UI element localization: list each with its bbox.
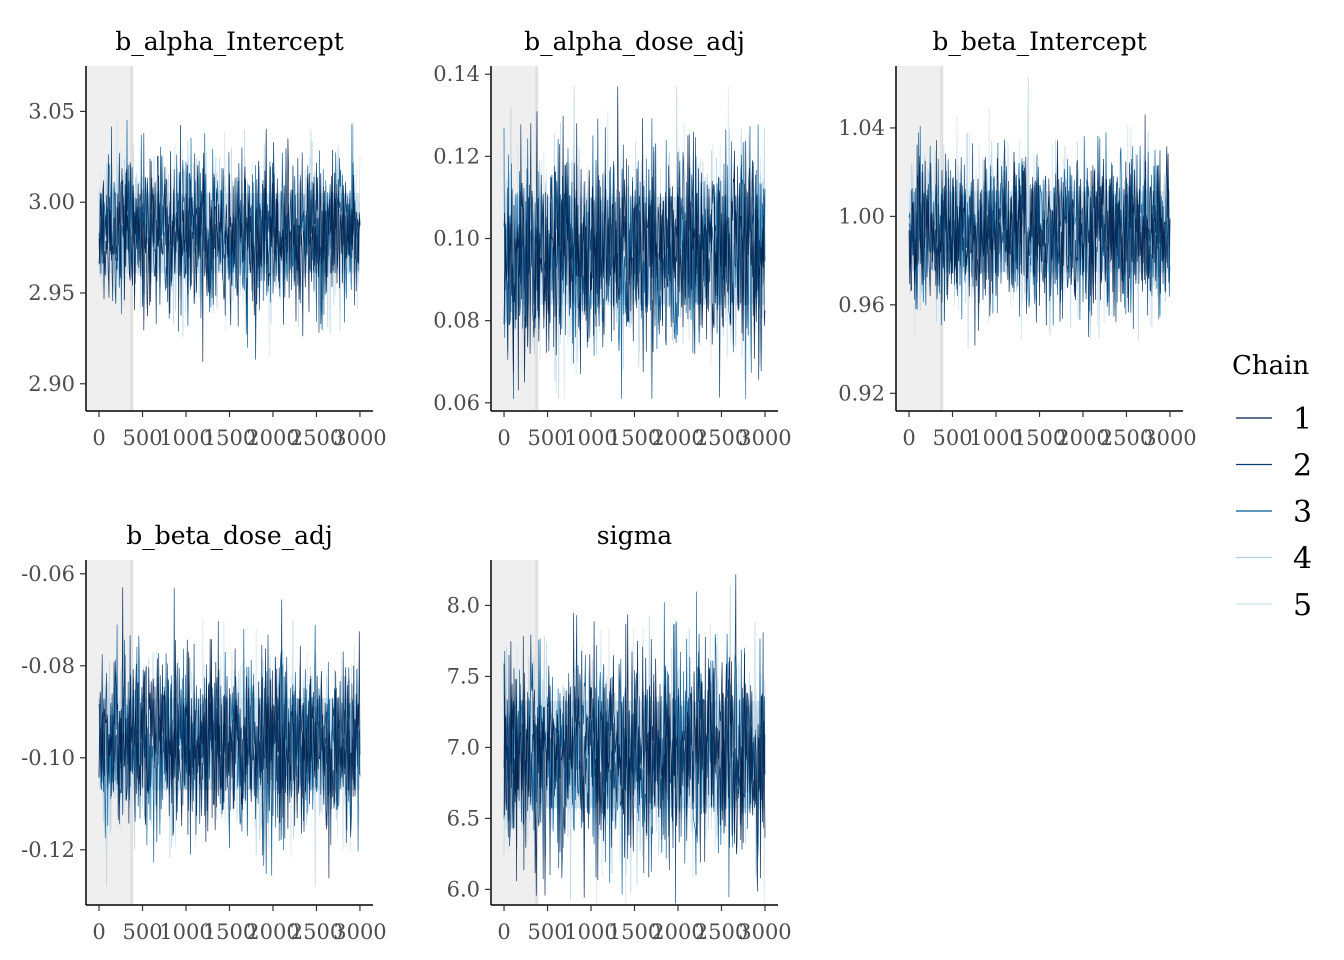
x-tick-label: 1000 — [159, 426, 212, 450]
legend-title: Chain — [1232, 351, 1309, 381]
chain-1-trace — [503, 86, 766, 391]
legend-label: 5 — [1293, 588, 1312, 623]
x-tick-label: 1500 — [203, 920, 256, 944]
panel-title: b_alpha_Intercept — [115, 27, 344, 56]
x-tick-label: 0 — [92, 426, 105, 450]
x-tick-label: 3000 — [333, 426, 386, 450]
legend-label: 2 — [1293, 449, 1312, 484]
x-tick-label: 3000 — [1143, 426, 1196, 450]
y-tick-label: 7.5 — [447, 664, 480, 688]
x-tick-label: 1000 — [969, 426, 1022, 450]
y-tick-label: 0.10 — [433, 227, 480, 251]
x-tick-label: 2500 — [695, 920, 748, 944]
x-tick-label: 3000 — [738, 920, 791, 944]
chain-3-trace — [98, 119, 361, 348]
panel-title: b_alpha_dose_adj — [524, 27, 745, 56]
panels-layer: 2.902.953.003.050 50010001500200025003000… — [21, 27, 1197, 944]
x-tick-label: 1500 — [608, 920, 661, 944]
y-tick-label: 0.92 — [838, 381, 885, 405]
legend-entry-3: 3 — [1236, 495, 1312, 530]
chain-1-trace — [503, 614, 766, 898]
x-tick-label: 1500 — [1013, 426, 1066, 450]
y-tick-label: 3.05 — [28, 99, 75, 123]
legend-label: 1 — [1293, 402, 1312, 437]
x-tick-label: 2000 — [1056, 426, 1109, 450]
x-tick-label: 0 — [497, 920, 510, 944]
x-tick-label: 3000 — [333, 920, 386, 944]
chain-2-trace — [98, 126, 361, 360]
legend-label: 4 — [1293, 542, 1312, 577]
x-tick-label: 500 — [122, 920, 162, 944]
chain-1-trace — [908, 114, 1171, 346]
y-tick-label: -0.08 — [21, 654, 75, 678]
panel-title: sigma — [597, 521, 673, 550]
y-tick-label: 3.00 — [28, 190, 75, 214]
x-tick-label: 2500 — [290, 920, 343, 944]
legend-entry-4: 4 — [1236, 542, 1312, 577]
legend-label: 3 — [1293, 495, 1312, 530]
y-tick-label: 1.00 — [838, 204, 885, 228]
trace-panel-b_beta_Intercept: 0.92 0.96 1.00 1.04 0 50010001500200025003000… — [838, 27, 1196, 450]
x-tick-label: 500 — [527, 920, 567, 944]
x-tick-label: 1000 — [159, 920, 212, 944]
y-tick-label: 7.0 — [447, 735, 480, 759]
legend-entry-5: 5 — [1236, 588, 1312, 623]
legend-entry-2: 2 — [1236, 449, 1312, 484]
x-tick-label: 500 — [527, 426, 567, 450]
panel-title: b_beta_Intercept — [932, 27, 1146, 56]
y-tick-label: -0.06 — [21, 562, 75, 586]
x-tick-label: 2500 — [695, 426, 748, 450]
x-tick-label: 3000 — [738, 426, 791, 450]
y-tick-label: 6.5 — [447, 806, 480, 830]
y-tick-label: 0.96 — [838, 293, 885, 317]
x-tick-label: 1000 — [564, 920, 617, 944]
y-tick-label: 0.14 — [433, 62, 480, 86]
x-tick-label: 2000 — [651, 920, 704, 944]
y-tick-label: 1.04 — [838, 116, 885, 140]
chain-1-trace — [98, 125, 361, 363]
trace-panel-b_alpha_Intercept: 2.90 2.95 3.00 3.05 0 50010001500200025003000… — [28, 27, 386, 450]
trace-panel-b_alpha_dose_adj: 0.06 0.08 0.10 0.12 0.14 0 5001000150020002500… — [433, 27, 791, 450]
x-tick-label: 0 — [902, 426, 915, 450]
chain-3-trace — [503, 591, 766, 898]
x-tick-label: 0 — [497, 426, 510, 450]
x-tick-label: 1500 — [608, 426, 661, 450]
chain-2-trace — [503, 574, 766, 904]
x-tick-label: 2500 — [1100, 426, 1153, 450]
x-tick-label: 2000 — [246, 426, 299, 450]
legend: Chain 1 2 3 4 5 — [1232, 351, 1312, 623]
x-tick-label: 500 — [932, 426, 972, 450]
y-tick-label: -0.12 — [21, 838, 75, 862]
chain-1-trace — [98, 587, 361, 879]
y-tick-label: -0.10 — [21, 746, 75, 770]
x-tick-label: 2500 — [290, 426, 343, 450]
panel-title: b_beta_dose_adj — [126, 521, 333, 550]
x-tick-label: 0 — [92, 920, 105, 944]
x-tick-label: 1000 — [564, 426, 617, 450]
legend-entry-1: 1 — [1236, 402, 1312, 437]
y-tick-label: 0.12 — [433, 144, 480, 168]
y-tick-label: 0.08 — [433, 309, 480, 333]
x-tick-label: 2000 — [246, 920, 299, 944]
y-tick-label: 2.90 — [28, 372, 75, 396]
y-tick-label: 0.06 — [433, 391, 480, 415]
x-tick-label: 1500 — [203, 426, 256, 450]
trace-panel-b_beta_dose_adj: -0.12 -0.10 -0.08 -0.06 0 5001000150020002500… — [21, 521, 387, 944]
x-tick-label: 500 — [122, 426, 162, 450]
y-tick-label: 6.0 — [447, 877, 480, 901]
y-tick-label: 2.95 — [28, 281, 75, 305]
y-tick-label: 8.0 — [447, 593, 480, 617]
x-tick-label: 2000 — [651, 426, 704, 450]
